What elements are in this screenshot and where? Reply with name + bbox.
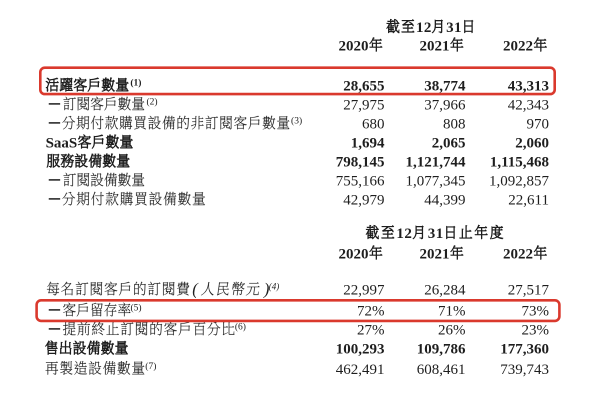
svg-text:608,461: 608,461 — [417, 362, 466, 378]
svg-text:44,399: 44,399 — [424, 193, 465, 209]
svg-text:27%: 27% — [357, 323, 385, 339]
svg-text:2021: 2021 — [420, 39, 450, 55]
svg-text:37,966: 37,966 — [424, 98, 466, 114]
svg-text:(3): (3) — [291, 116, 302, 127]
svg-text:27,975: 27,975 — [343, 98, 384, 114]
svg-text:73%: 73% — [522, 304, 550, 320]
svg-text:42,343: 42,343 — [508, 98, 549, 114]
svg-text:22,997: 22,997 — [343, 283, 385, 299]
svg-text:970: 970 — [527, 117, 550, 133]
svg-text:26%: 26% — [438, 323, 466, 339]
svg-text:109,786: 109,786 — [417, 342, 466, 358]
svg-text:23%: 23% — [522, 323, 550, 339]
svg-text:1,694: 1,694 — [351, 136, 385, 152]
svg-text:2,065: 2,065 — [432, 136, 466, 152]
svg-text:462,491: 462,491 — [336, 362, 385, 378]
svg-text:2,060: 2,060 — [515, 136, 549, 152]
svg-text:(2): (2) — [147, 97, 158, 108]
svg-text:1,121,744: 1,121,744 — [406, 155, 467, 171]
svg-text:2022: 2022 — [503, 247, 533, 263]
svg-text:): ) — [263, 280, 270, 299]
svg-text:28,655: 28,655 — [343, 79, 384, 95]
svg-text:2021: 2021 — [420, 247, 450, 263]
svg-text:22,611: 22,611 — [508, 193, 549, 209]
svg-text:1,092,857: 1,092,857 — [489, 174, 550, 190]
svg-text:12: 12 — [416, 20, 432, 36]
svg-text:100,293: 100,293 — [336, 342, 385, 358]
svg-text:(4): (4) — [269, 282, 280, 292]
svg-text:(6): (6) — [235, 322, 246, 333]
svg-text:31: 31 — [446, 20, 462, 36]
svg-text:43,313: 43,313 — [508, 79, 549, 95]
svg-text:(7): (7) — [145, 361, 156, 372]
svg-text:(1): (1) — [130, 78, 141, 89]
svg-text:177,360: 177,360 — [500, 342, 549, 358]
svg-text:72%: 72% — [357, 304, 385, 320]
svg-text:1,115,468: 1,115,468 — [490, 155, 549, 171]
svg-text:SaaS: SaaS — [46, 136, 78, 152]
svg-text:2020: 2020 — [339, 247, 369, 263]
svg-text:739,743: 739,743 — [500, 362, 549, 378]
svg-text:(5): (5) — [131, 303, 142, 314]
svg-text:26,284: 26,284 — [424, 283, 466, 299]
svg-text:2022: 2022 — [503, 39, 533, 55]
svg-text:31: 31 — [428, 226, 444, 242]
svg-text:798,145: 798,145 — [336, 155, 385, 171]
svg-text:680: 680 — [362, 117, 385, 133]
svg-text:1,077,345: 1,077,345 — [406, 174, 466, 190]
svg-text:808: 808 — [443, 117, 466, 133]
svg-text:755,166: 755,166 — [336, 174, 385, 190]
svg-text:(: ( — [192, 280, 199, 299]
svg-text:12: 12 — [396, 226, 412, 242]
svg-text:38,774: 38,774 — [424, 79, 466, 95]
svg-text:71%: 71% — [438, 304, 466, 320]
svg-text:42,979: 42,979 — [343, 193, 384, 209]
svg-text:27,517: 27,517 — [508, 283, 550, 299]
svg-text:2020: 2020 — [339, 39, 369, 55]
